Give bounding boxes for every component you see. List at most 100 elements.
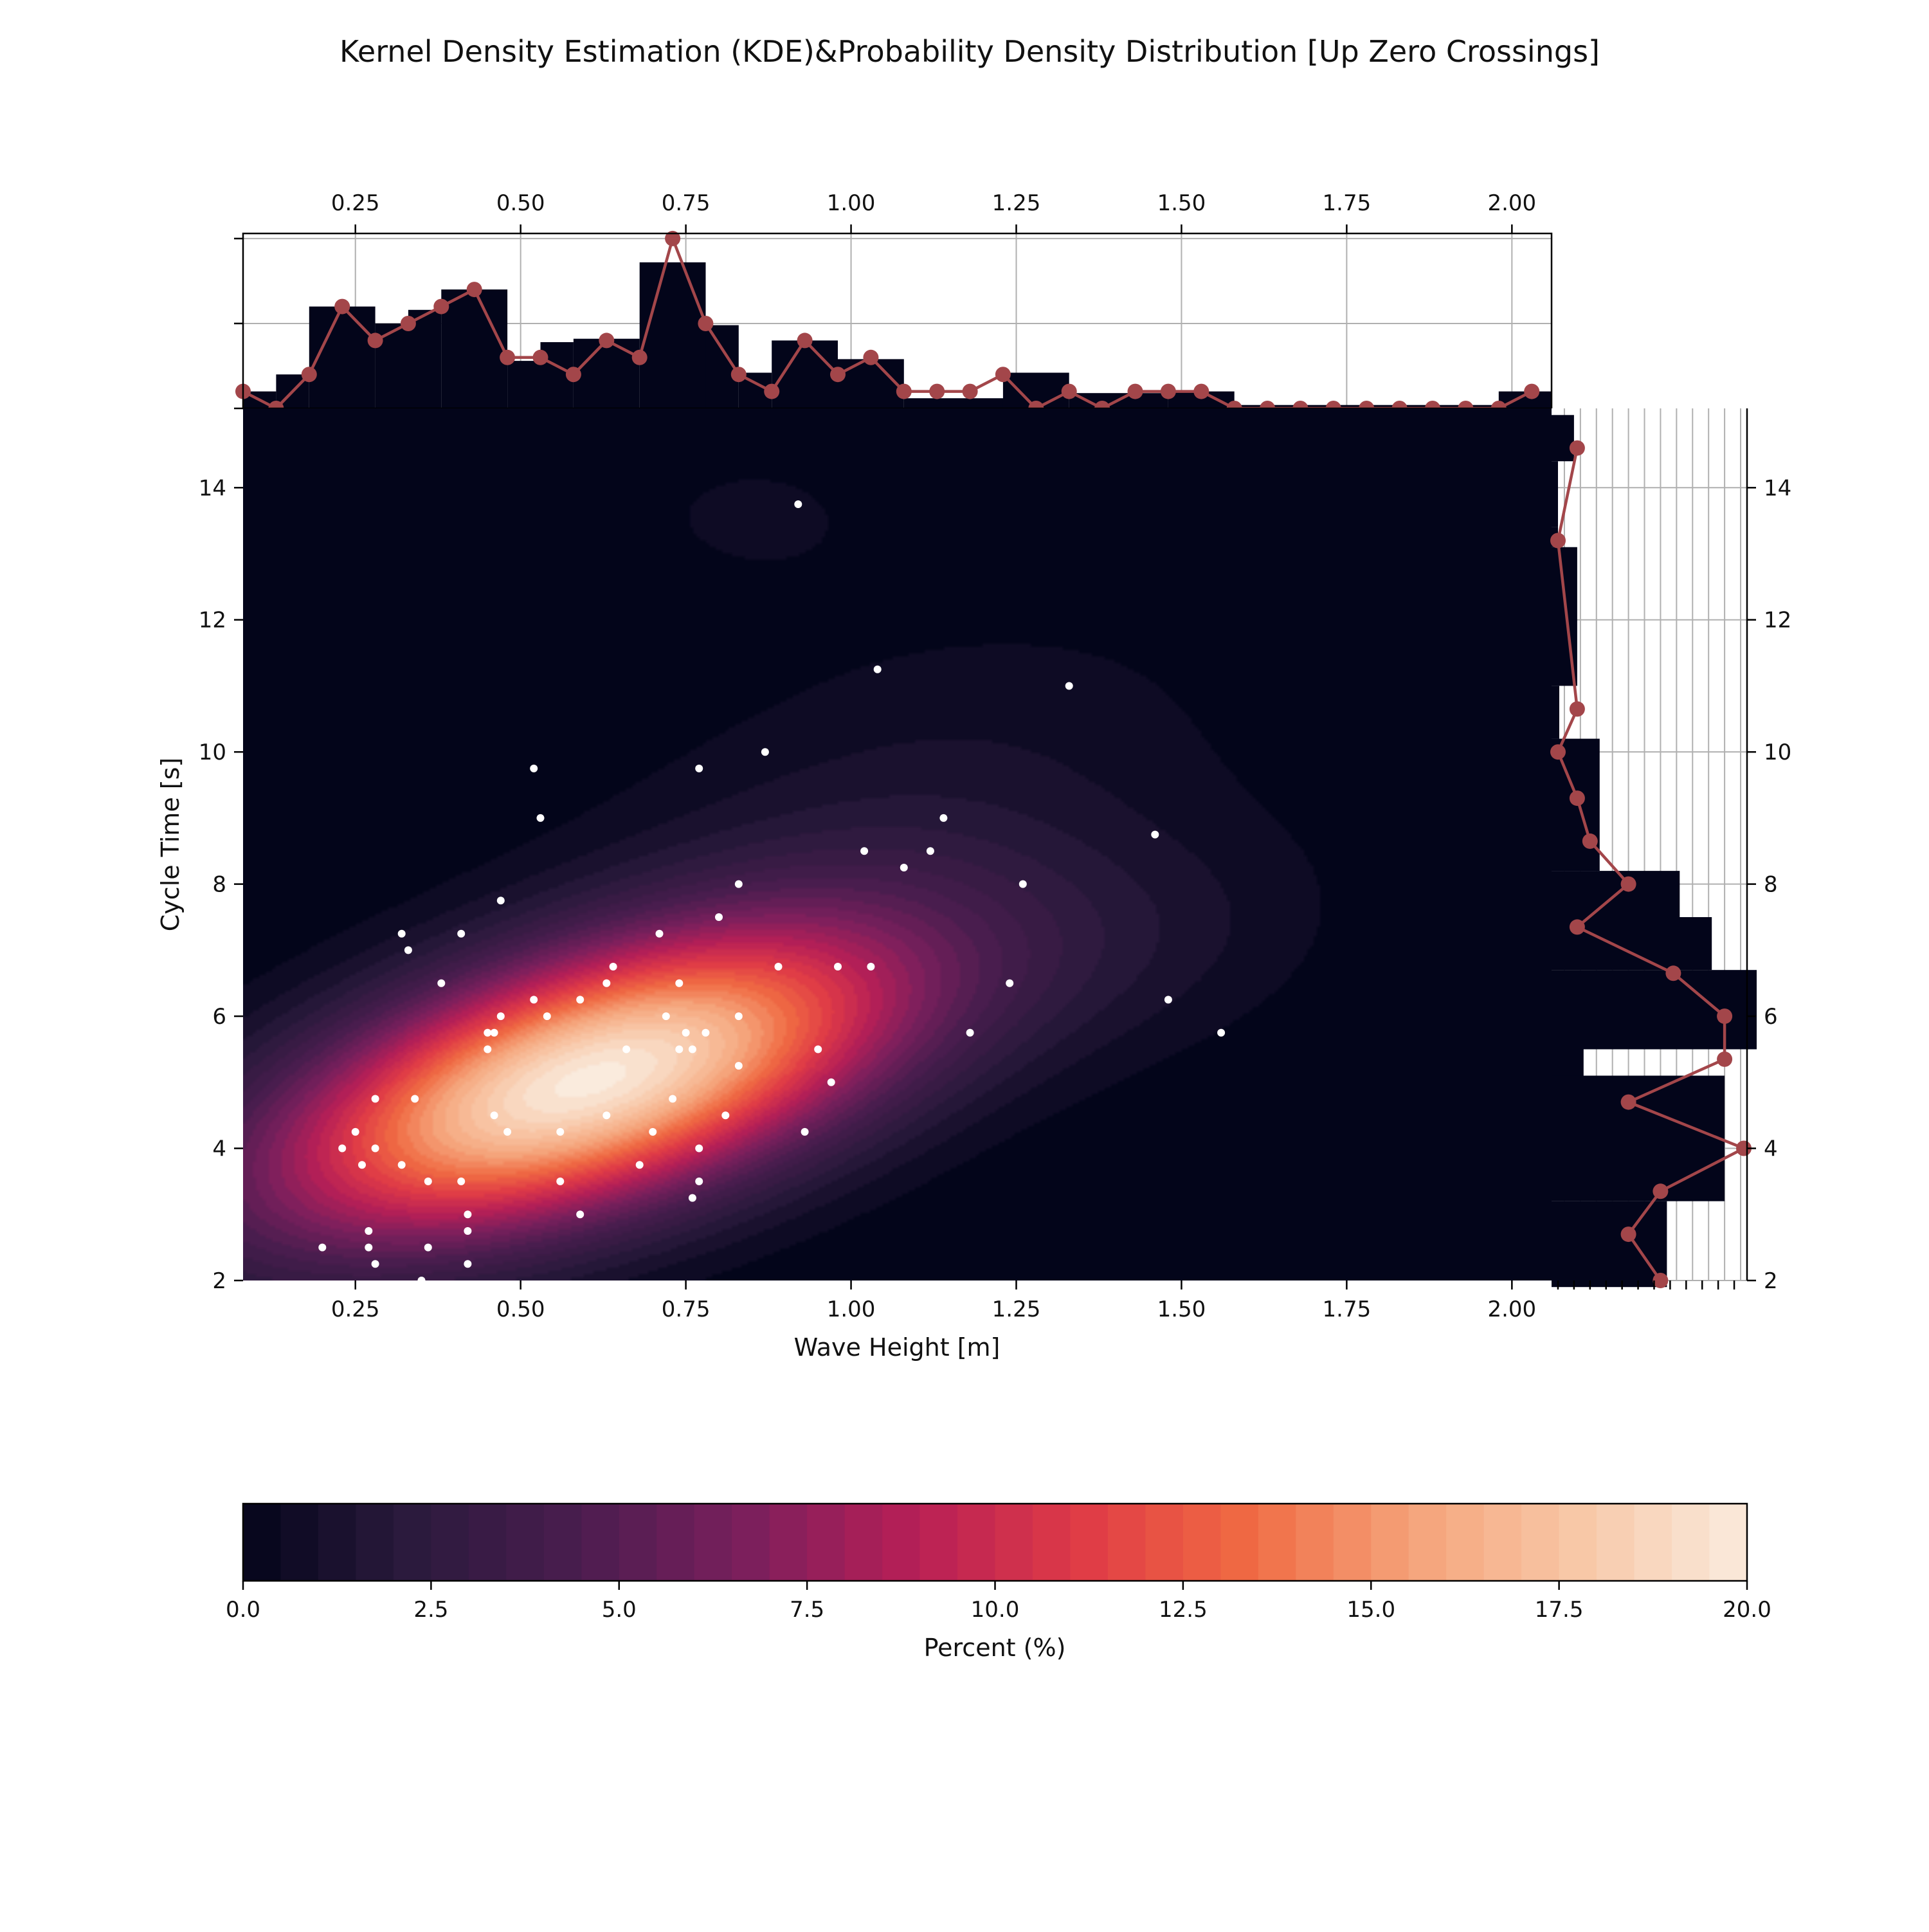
colorbar-band-12 <box>694 1504 732 1581</box>
top-hist-marker-14 <box>698 316 714 331</box>
scatter-point-44 <box>688 1045 696 1053</box>
top-hist-bar-8 <box>573 338 640 408</box>
scatter-point-68 <box>695 1177 703 1185</box>
scatter-point-18 <box>655 929 664 938</box>
scatter-point-1 <box>873 665 882 673</box>
x-axis-label: Wave Height [m] <box>794 1333 1001 1362</box>
scatter-point-39 <box>966 1028 974 1037</box>
top-hist-marker-3 <box>334 298 350 314</box>
colorbar-band-35 <box>1559 1504 1597 1581</box>
colorbar-band-39 <box>1709 1504 1748 1581</box>
colorbar-band-13 <box>732 1504 770 1581</box>
x-tick-label-6: 1.75 <box>1323 1297 1372 1322</box>
scatter-point-9 <box>860 847 869 855</box>
right-hist-bar-10 <box>1552 461 1558 527</box>
scatter-point-24 <box>437 979 446 987</box>
top-hist-marker-9 <box>532 349 548 365</box>
scatter-point-23 <box>867 963 875 971</box>
colorbar-band-18 <box>919 1504 958 1581</box>
top-histogram: 0.25 0.50 0.75 1.00 1.25 1.50 1.75 2.00 <box>234 190 1553 416</box>
scatter-point-49 <box>411 1095 419 1103</box>
scatter-point-64 <box>635 1161 644 1169</box>
top-hist-bar-9 <box>639 262 706 408</box>
scatter-point-58 <box>801 1127 809 1136</box>
colorbar-band-8 <box>543 1504 582 1581</box>
x-tick-label-4: 1.25 <box>992 1297 1041 1322</box>
chart-title: Kernel Density Estimation (KDE)&Probabil… <box>340 34 1600 69</box>
y-tick-label-2: 6 <box>212 1004 226 1030</box>
scatter-point-29 <box>576 996 584 1004</box>
scatter-point-55 <box>503 1127 512 1136</box>
scatter-point-72 <box>365 1227 373 1235</box>
right-hist-ticks: 2 4 6 8 10 12 14 <box>1557 408 1791 1294</box>
scatter-point-62 <box>358 1161 366 1169</box>
scatter-point-47 <box>827 1078 835 1086</box>
colorbar: 0.0 2.5 5.0 7.5 10.0 12.5 15.0 17.5 20.0 Percent… <box>226 1502 1771 1662</box>
top-x-tick-label-4: 1.25 <box>992 190 1041 216</box>
colorbar-tick-label-0: 0.0 <box>226 1597 260 1623</box>
scatter-point-41 <box>484 1045 492 1053</box>
scatter-point-74 <box>318 1243 327 1252</box>
scatter-point-52 <box>602 1111 611 1120</box>
scatter-point-25 <box>602 979 611 987</box>
scatter-point-30 <box>1164 996 1172 1004</box>
right-hist-bar-2 <box>1552 1049 1584 1076</box>
scatter-point-7 <box>939 814 948 822</box>
x-tick-label-0: 0.25 <box>331 1297 380 1322</box>
colorbar-tick-label-1: 2.5 <box>413 1597 448 1623</box>
right-hist-bar-1 <box>1552 1075 1725 1201</box>
colorbar-band-14 <box>769 1504 808 1581</box>
x-tick-label-5: 1.50 <box>1157 1297 1206 1322</box>
right-hist-line <box>1550 440 1752 1288</box>
colorbar-band-15 <box>807 1504 846 1581</box>
scatter-point-53 <box>721 1111 730 1120</box>
colorbar-band-27 <box>1258 1504 1296 1581</box>
right-y-tick-label-1: 4 <box>1764 1136 1778 1162</box>
scatter-point-14 <box>496 897 505 905</box>
scatter-point-65 <box>424 1177 432 1185</box>
scatter-point-45 <box>814 1045 822 1053</box>
y-tick-label-6: 14 <box>199 475 226 501</box>
colorbar-band-10 <box>619 1504 657 1581</box>
main-y-ticks: 2 4 6 8 10 12 14 <box>199 475 243 1294</box>
colorbar-band-36 <box>1597 1504 1635 1581</box>
scatter-point-69 <box>688 1194 696 1202</box>
colorbar-band-29 <box>1333 1504 1372 1581</box>
scatter-point-16 <box>397 929 406 938</box>
colorbar-band-22 <box>1070 1504 1109 1581</box>
colorbar-label: Percent (%) <box>924 1634 1066 1662</box>
colorbar-band-21 <box>1033 1504 1071 1581</box>
colorbar-tick-label-7: 17.5 <box>1535 1597 1584 1623</box>
scatter-point-38 <box>702 1028 710 1037</box>
scatter-point-54 <box>351 1127 359 1136</box>
scatter-point-70 <box>464 1210 472 1219</box>
top-hist-marker-8 <box>500 349 516 365</box>
scatter-point-42 <box>622 1045 631 1053</box>
scatter-point-0 <box>794 500 802 508</box>
right-hist-marker-10 <box>1582 833 1598 849</box>
colorbar-band-28 <box>1296 1504 1334 1581</box>
x-tick-label-2: 0.75 <box>662 1297 711 1322</box>
right-hist-marker-0 <box>1653 1273 1669 1288</box>
right-hist-marker-12 <box>1550 744 1566 760</box>
scatter-point-17 <box>457 929 466 938</box>
right-hist-marker-5 <box>1717 1051 1733 1067</box>
top-hist-bar-6 <box>507 361 541 408</box>
top-x-tick-label-2: 0.75 <box>662 190 711 216</box>
scatter-point-3 <box>530 764 538 772</box>
scatter-point-21 <box>774 963 783 971</box>
scatter-point-13 <box>1019 880 1027 888</box>
colorbar-band-17 <box>882 1504 921 1581</box>
colorbar-tick-label-8: 20.0 <box>1723 1597 1771 1623</box>
top-hist-marker-15 <box>730 367 747 383</box>
right-hist-bar-7 <box>1552 686 1559 739</box>
top-hist-marker-11 <box>599 333 615 349</box>
top-hist-marker-27 <box>1127 383 1143 399</box>
right-hist-marker-9 <box>1620 876 1636 892</box>
scatter-point-63 <box>397 1161 406 1169</box>
colorbar-band-7 <box>506 1504 545 1581</box>
scatter-point-11 <box>900 864 908 871</box>
scatter-point-32 <box>543 1012 551 1021</box>
scatter-point-50 <box>669 1095 677 1103</box>
